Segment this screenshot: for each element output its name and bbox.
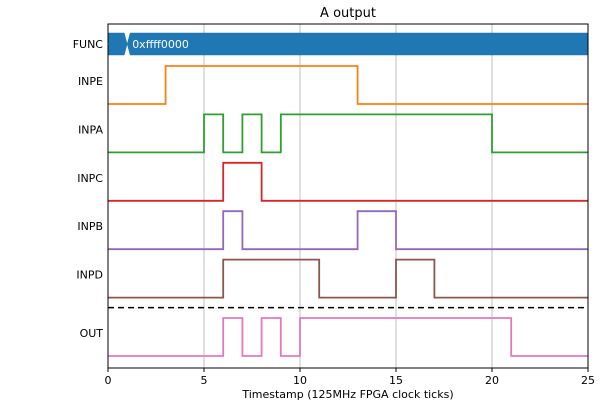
signal-label-out: OUT (80, 327, 104, 340)
x-tick-label: 20 (485, 374, 499, 387)
x-axis-label: Timestamp (125MHz FPGA clock ticks) (241, 388, 453, 401)
signal-label-inpe: INPE (78, 75, 103, 88)
x-tick-label: 5 (201, 374, 208, 387)
series-line-inpe (108, 65, 588, 105)
series-line-inpc (108, 161, 588, 202)
signal-label-inpc: INPC (77, 172, 103, 185)
series-line-inpd (108, 258, 588, 299)
series-line-inpa (108, 113, 588, 154)
x-tick-label: 10 (293, 374, 307, 387)
signal-label-inpd: INPD (76, 269, 103, 282)
bus-segment-label: 0xffff0000 (132, 38, 189, 51)
series-line-out (108, 317, 588, 357)
bus-segment-1 (126, 32, 589, 56)
signal-label-func: FUNC (73, 38, 104, 51)
signal-label-inpa: INPA (78, 123, 103, 136)
series-line-inpb (108, 210, 588, 251)
plot-frame (107, 23, 589, 369)
chart-title: A output (320, 6, 376, 21)
x-tick-label: 25 (581, 374, 595, 387)
signal-label-inpb: INPB (77, 220, 103, 233)
x-tick-label: 0 (105, 374, 112, 387)
x-tick-label: 15 (389, 374, 403, 387)
